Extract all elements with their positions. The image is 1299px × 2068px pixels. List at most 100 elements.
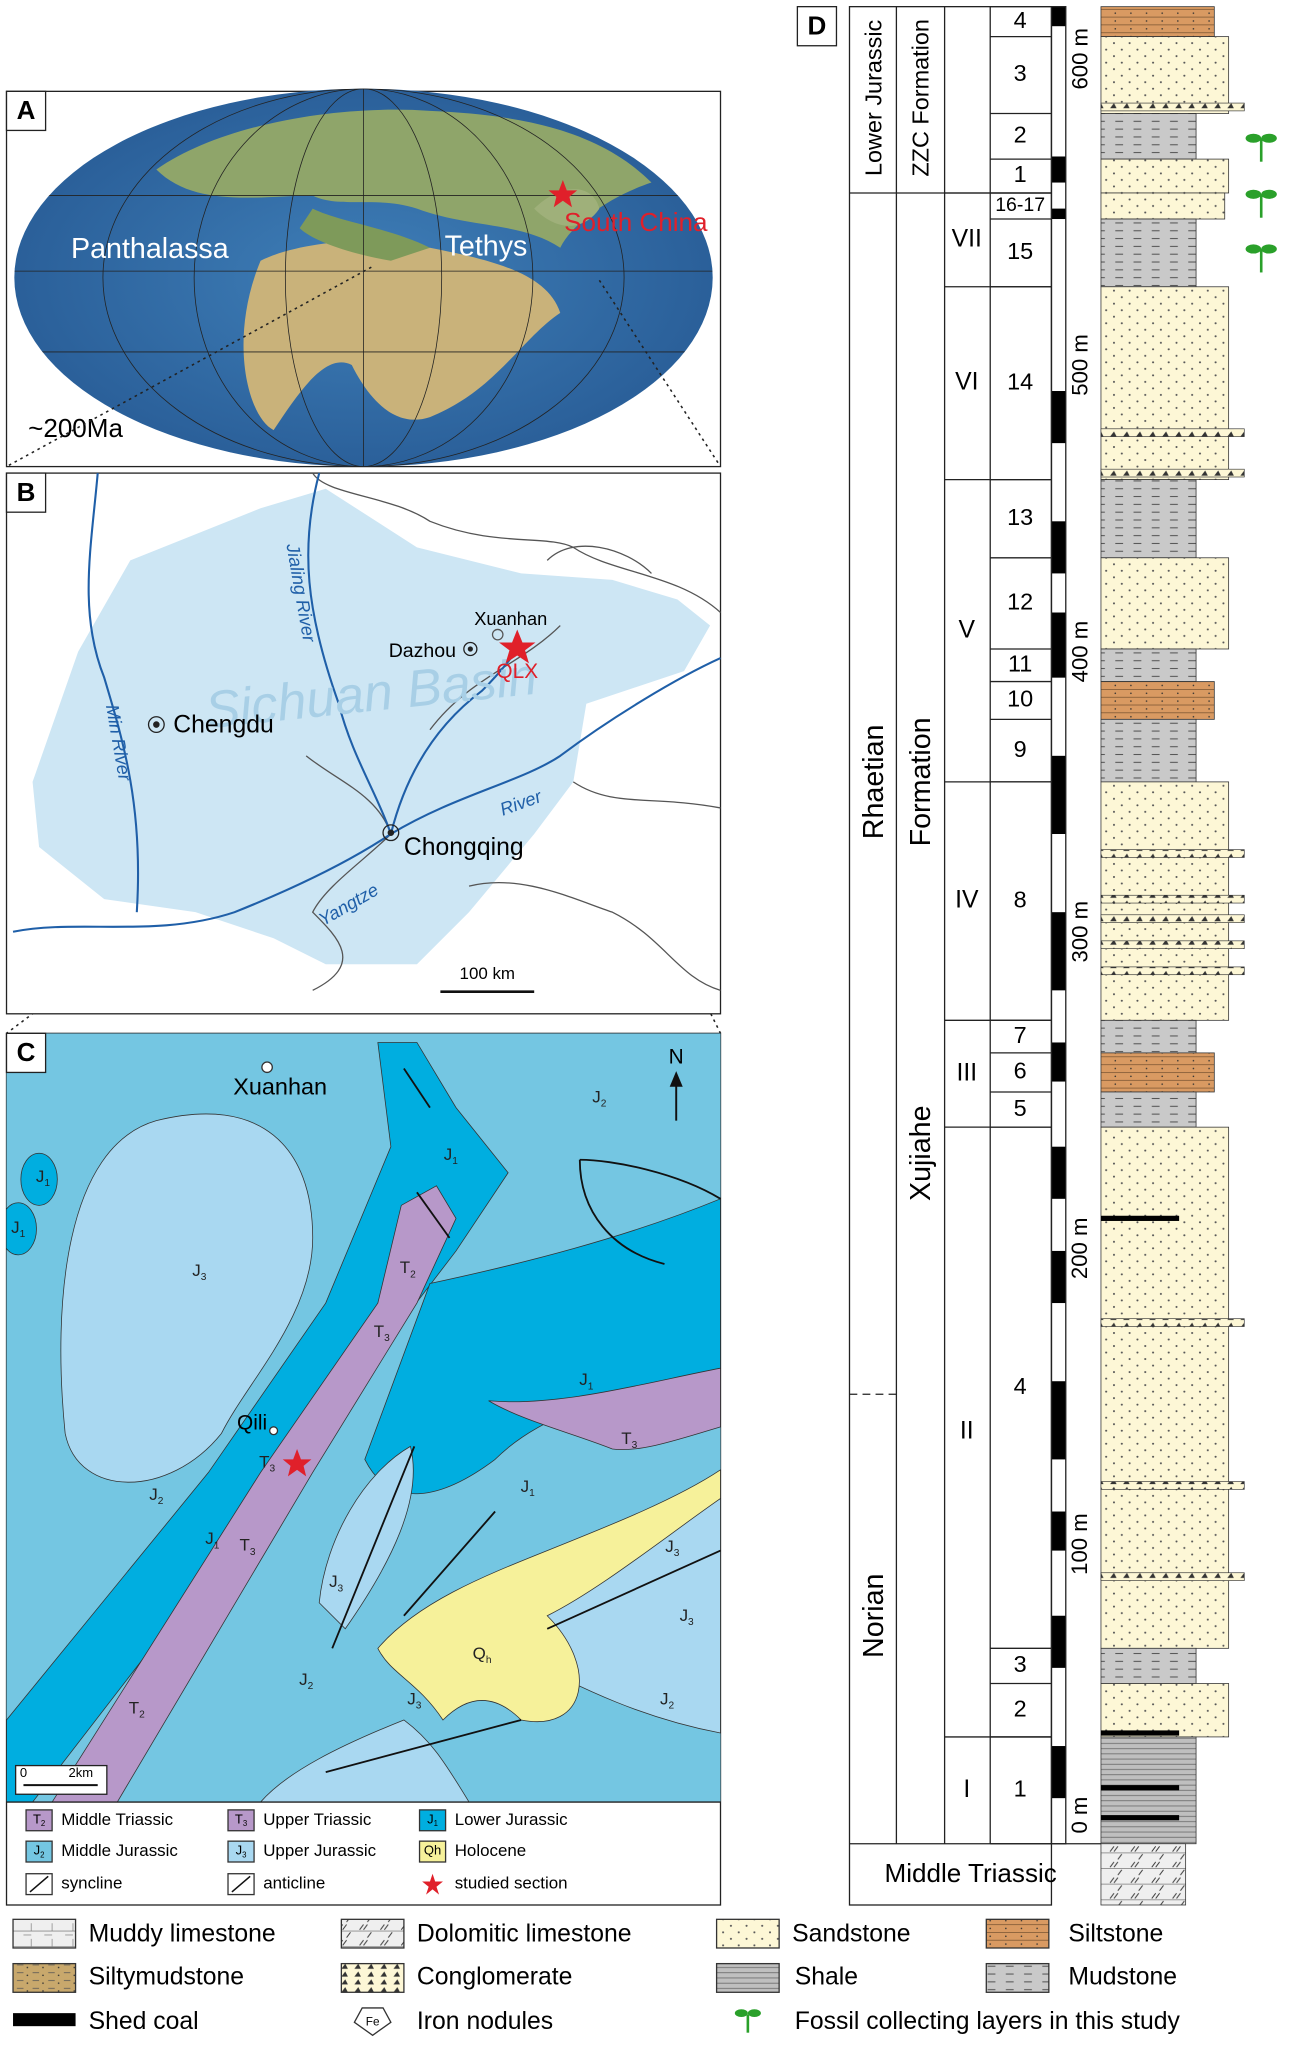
- legend-symbol: [422, 1873, 443, 1895]
- conglomerate-layer: [1100, 914, 1245, 923]
- key-swatch: [985, 1918, 1050, 1949]
- bed-label: 13: [1007, 504, 1033, 530]
- key-label: Iron nodules: [417, 2008, 553, 2035]
- sichuan-basin: [32, 488, 711, 965]
- unit-symbol: J: [444, 1145, 452, 1164]
- column-label: Middle Triassic: [885, 1858, 1057, 1888]
- unit-subscript: 3: [201, 1272, 207, 1283]
- member-label: III: [956, 1059, 977, 1086]
- key-label: Sandstone: [792, 1920, 910, 1947]
- lithology-key: Fe Muddy limestone Dolomitic limestone San…: [12, 1918, 1181, 2037]
- unit-subscript: 2: [601, 1098, 607, 1109]
- lithology-bed: [1100, 1052, 1215, 1093]
- city-symbol: [153, 721, 160, 728]
- unit-subscript: 1: [529, 1488, 535, 1499]
- legend-label: studied section: [455, 1874, 568, 1893]
- unit-j1: [20, 1152, 58, 1206]
- lithology-bed: [1100, 1019, 1197, 1054]
- conglomerate-layer: [1100, 940, 1245, 949]
- unit-symbol: J: [660, 1690, 668, 1709]
- unit-subscript: 3: [416, 1700, 422, 1711]
- city-symbol: [147, 716, 165, 734]
- lithology-bed: [1100, 1126, 1230, 1649]
- legend-swatch: [418, 1840, 447, 1863]
- scale-box: [14, 1764, 108, 1795]
- bed-label: 5: [1014, 1095, 1027, 1121]
- bed-label: 4: [1014, 7, 1027, 33]
- key-swatch: [12, 1962, 77, 1993]
- unit-label: J1: [427, 1812, 438, 1829]
- unit-subscript: 2: [40, 1851, 44, 1860]
- unit-t3: [488, 1367, 721, 1451]
- lithology-bed: [1100, 1683, 1230, 1738]
- lithology-bed: [1100, 648, 1197, 682]
- unit-qh: [377, 1469, 721, 1722]
- unit-subscript: 1: [214, 1540, 220, 1551]
- polarity-segment: [1051, 1746, 1066, 1799]
- unit-label: J3: [192, 1261, 206, 1282]
- panel-a: A Panthalassa Tethys South China ~200Ma: [5, 88, 722, 468]
- unit-symbol: J: [407, 1690, 415, 1709]
- lithology-bed: [1100, 479, 1197, 559]
- member-label: VI: [955, 369, 978, 396]
- conglomerate-layer: [1100, 1572, 1245, 1581]
- fossil-icon: [1245, 133, 1277, 162]
- key-label: Muddy limestone: [89, 1920, 276, 1947]
- panel-b: B Sichuan Basin Jialing River Min River …: [5, 472, 722, 1015]
- key-label: Dolomitic limestone: [417, 1920, 632, 1947]
- unit-symbol: J: [11, 1218, 19, 1237]
- unit-label: J3: [407, 1690, 421, 1711]
- unit-subscript: 1: [434, 1819, 438, 1828]
- bed-label: 10: [1007, 686, 1033, 712]
- column-label: 500 m: [1067, 334, 1092, 396]
- bed-label: 3: [1014, 60, 1027, 86]
- study-star: [548, 179, 578, 208]
- geologic-map: [6, 1033, 721, 1803]
- conglomerate-layer: [1100, 102, 1245, 112]
- lithology-bed: [1100, 1843, 1187, 1906]
- unit-label: J2: [149, 1485, 163, 1506]
- key-label: Fossil collecting layers in this study: [795, 2008, 1181, 2035]
- boundaries: [305, 472, 721, 991]
- key-swatch: [715, 1962, 780, 1993]
- polarity-segment: [1051, 755, 1066, 835]
- legend-swatch: [227, 1840, 255, 1863]
- scale-label: 2km: [68, 1765, 93, 1780]
- town-symbol: [269, 1426, 279, 1436]
- key-label: Shale: [795, 1963, 858, 1990]
- unit-symbol: Qh: [424, 1843, 441, 1858]
- region-label: South China: [564, 207, 708, 237]
- legend-swatch: [227, 1809, 255, 1832]
- unit-symbol: J: [299, 1670, 307, 1689]
- coal-layer: [1100, 1215, 1180, 1221]
- unit-symbol: J: [192, 1261, 200, 1280]
- unit-symbol: T: [374, 1322, 384, 1341]
- unit-symbol: J: [592, 1088, 600, 1107]
- unit-label: J3: [680, 1607, 694, 1628]
- conglomerate-layer: [1100, 894, 1245, 904]
- legend-label: syncline: [61, 1874, 122, 1893]
- column-label: Formation: [905, 717, 937, 846]
- unit-subscript: 3: [688, 1617, 694, 1628]
- city-symbol: [382, 824, 400, 842]
- legend-label: Holocene: [455, 1841, 527, 1860]
- polarity-segment: [1051, 612, 1066, 678]
- key-swatch: [12, 1918, 77, 1949]
- column-label: 100 m: [1067, 1513, 1092, 1575]
- unit-symbol: Q: [473, 1644, 486, 1663]
- lithology-bed: [1100, 1647, 1197, 1684]
- key-label: Siltymudstone: [89, 1963, 244, 1990]
- bed-label: 3: [1014, 1651, 1027, 1677]
- column-label: 400 m: [1067, 621, 1092, 683]
- unit-symbol: J: [329, 1573, 337, 1592]
- unit-subscript: 3: [269, 1463, 275, 1474]
- unit-j3: [60, 1113, 314, 1483]
- key-swatch: [985, 1962, 1050, 1993]
- conglomerate-layer: [1100, 966, 1245, 976]
- north-arrow: [669, 1071, 683, 1087]
- region-label: Tethys: [445, 230, 528, 262]
- unit-symbol: J: [36, 1167, 44, 1186]
- city-symbol: [463, 641, 478, 657]
- panel-label-box: [796, 6, 838, 47]
- key-symbol: Fe: [366, 2015, 380, 2028]
